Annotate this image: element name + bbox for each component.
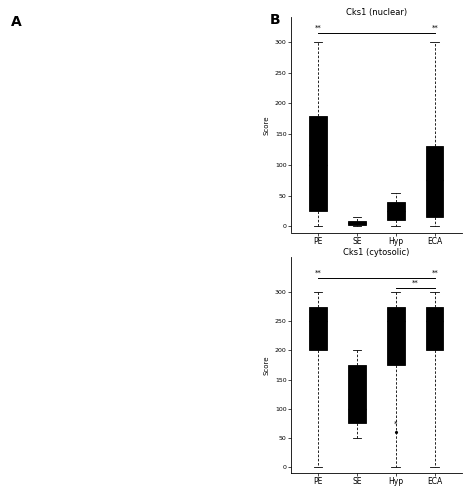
Text: **: **	[431, 24, 438, 30]
Title: Cks1 (cytosolic): Cks1 (cytosolic)	[343, 248, 409, 256]
Text: B: B	[270, 12, 280, 26]
PathPatch shape	[348, 221, 366, 225]
PathPatch shape	[387, 307, 405, 365]
Text: *: *	[394, 421, 398, 427]
PathPatch shape	[309, 116, 327, 211]
PathPatch shape	[309, 307, 327, 350]
Text: **: **	[315, 270, 321, 276]
Text: **: **	[315, 24, 321, 30]
Y-axis label: Score: Score	[263, 116, 269, 134]
Title: Cks1 (nuclear): Cks1 (nuclear)	[346, 8, 407, 16]
PathPatch shape	[426, 307, 444, 350]
PathPatch shape	[348, 365, 366, 423]
Text: **: **	[431, 270, 438, 276]
PathPatch shape	[387, 202, 405, 220]
PathPatch shape	[426, 146, 444, 217]
Y-axis label: Score: Score	[263, 355, 269, 375]
Text: A: A	[10, 15, 21, 29]
Text: **: **	[412, 280, 419, 286]
